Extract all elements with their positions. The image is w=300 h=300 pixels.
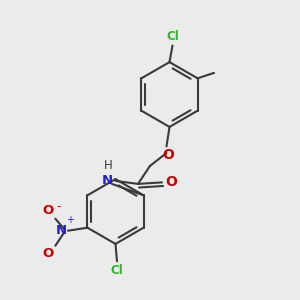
Text: H: H	[103, 159, 112, 172]
Text: +: +	[66, 215, 74, 225]
Text: Cl: Cl	[111, 264, 123, 277]
Text: -: -	[56, 200, 61, 213]
Text: Cl: Cl	[166, 30, 179, 43]
Text: O: O	[43, 247, 54, 260]
Text: O: O	[162, 148, 174, 162]
Text: N: N	[102, 174, 113, 187]
Text: O: O	[43, 204, 54, 217]
Text: N: N	[55, 224, 66, 237]
Text: O: O	[166, 176, 178, 189]
